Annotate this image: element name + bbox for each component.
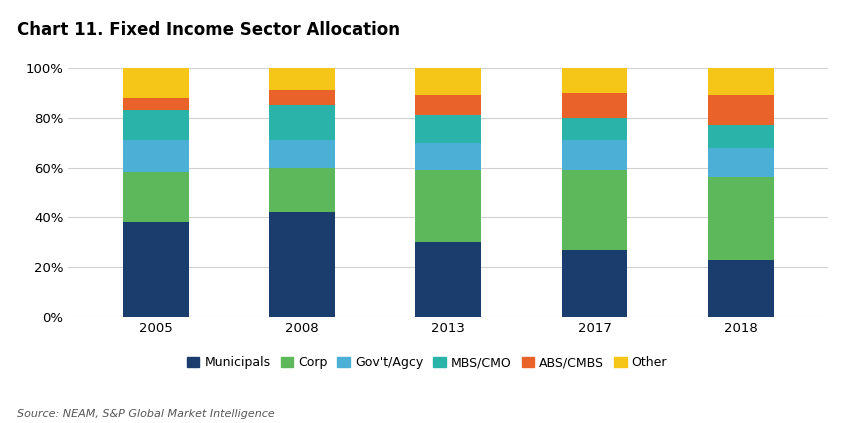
Bar [561, 118, 627, 140]
Bar [269, 140, 334, 168]
Bar [415, 170, 481, 242]
Bar [415, 143, 481, 170]
Bar [123, 98, 189, 110]
Bar [123, 140, 189, 173]
Bar [123, 173, 189, 222]
Bar [415, 115, 481, 143]
Bar [707, 260, 773, 317]
Legend: Municipals, Corp, Gov't/Agcy, MBS/CMO, ABS/CMBS, Other: Municipals, Corp, Gov't/Agcy, MBS/CMO, A… [182, 352, 671, 374]
Text: Chart 11. Fixed Income Sector Allocation: Chart 11. Fixed Income Sector Allocation [17, 21, 399, 39]
Bar [269, 68, 334, 90]
Bar [561, 170, 627, 250]
Bar [707, 178, 773, 260]
Bar [123, 110, 189, 140]
Bar [123, 68, 189, 98]
Bar [707, 68, 773, 95]
Bar [269, 105, 334, 140]
Bar [561, 140, 627, 170]
Bar [269, 212, 334, 317]
Bar [123, 222, 189, 317]
Bar [561, 68, 627, 93]
Bar [707, 148, 773, 178]
Bar [415, 95, 481, 115]
Bar [707, 125, 773, 148]
Bar [415, 68, 481, 95]
Bar [561, 250, 627, 317]
Bar [269, 90, 334, 105]
Bar [707, 95, 773, 125]
Bar [415, 242, 481, 317]
Bar [561, 93, 627, 118]
Text: Source: NEAM, S&P Global Market Intelligence: Source: NEAM, S&P Global Market Intellig… [17, 409, 275, 419]
Bar [269, 168, 334, 212]
